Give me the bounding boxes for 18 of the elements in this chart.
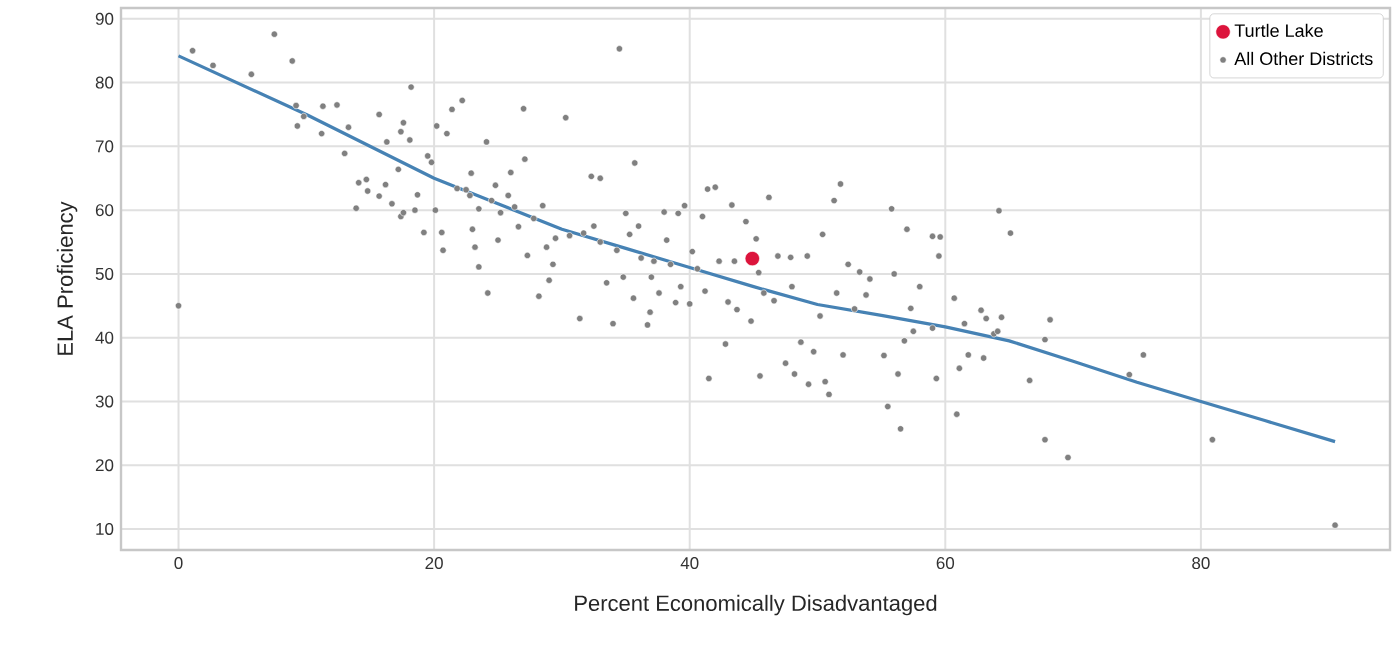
y-tick-label: 50 [95, 267, 114, 280]
y-tick-label: 70 [95, 140, 114, 153]
x-tick-label: 40 [680, 557, 699, 570]
y-axis-title: ELA Proficiency [56, 201, 78, 355]
legend-label: Turtle Lake [1234, 23, 1323, 38]
x-tick-label: 80 [1192, 557, 1210, 570]
x-tick-label: 60 [936, 557, 955, 570]
y-tick-label: 90 [95, 12, 114, 25]
y-tick-label: 10 [96, 522, 114, 535]
x-tick-label: 20 [425, 557, 443, 570]
y-tick-label: 80 [95, 76, 114, 89]
y-tick-label: 40 [95, 331, 114, 344]
x-axis-title: Percent Economically Disadvantaged [575, 594, 937, 616]
y-tick-label: 30 [95, 395, 114, 408]
x-tick-label: 0 [174, 557, 183, 570]
legend-label: All Other Districts [1234, 51, 1373, 66]
y-tick-label: 60 [95, 204, 114, 217]
y-tick-label: 20 [95, 459, 114, 472]
